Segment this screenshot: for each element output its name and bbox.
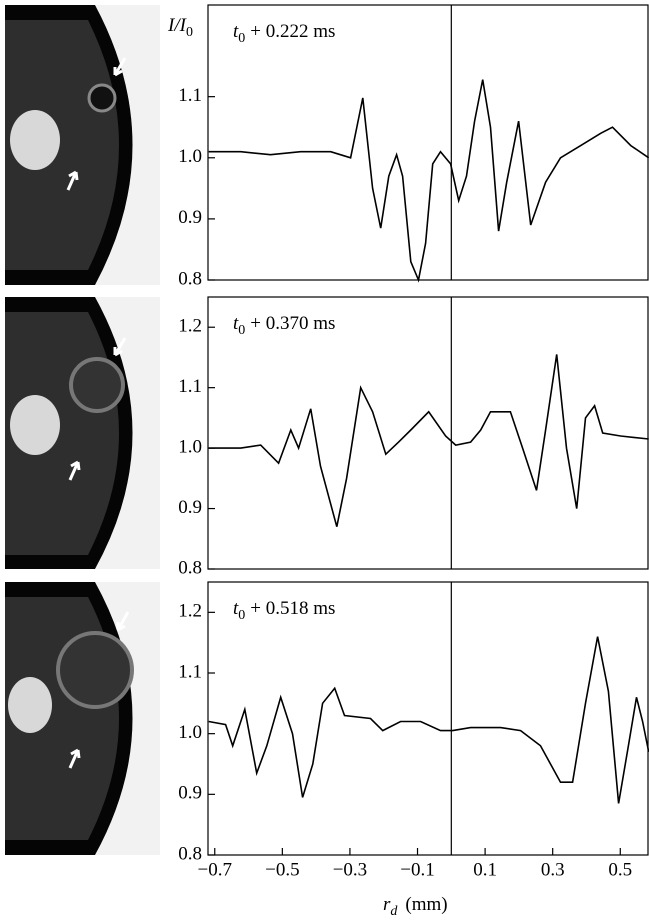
y-tick-label: 0.8: [178, 557, 202, 578]
x-tick-label: 0.3: [541, 859, 565, 880]
image-ring: [69, 357, 125, 413]
x-label-text: (mm): [405, 894, 447, 915]
annotation-symbol: t: [233, 21, 239, 42]
data-line: [208, 636, 649, 804]
annotation-subscript: 0: [238, 608, 245, 623]
x-tick-label: −0.1: [400, 859, 434, 880]
x-tick-label: −0.3: [333, 859, 367, 880]
image-blob: [10, 395, 60, 455]
image-ring: [56, 631, 134, 709]
annotation: t0 + 0.222 ms: [233, 21, 335, 46]
y-tick-label: 1.2: [178, 316, 202, 337]
x-axis-label: rd (mm): [383, 894, 448, 919]
y-tick-label: 0.8: [178, 268, 202, 289]
panel: 0.8 0.9 1.0 1.1 1.2 −0.7 −0.5 −0.3 −0.1 0.1 0.3 0.5…: [178, 581, 649, 919]
x-label-subscript: d: [390, 904, 398, 919]
annotation: t0 + 0.518 ms: [233, 598, 335, 623]
y-tick-label: 1.1: [178, 85, 202, 106]
image-arrows: [68, 337, 127, 481]
panel: 0.8 0.9 1.0 1.1 1.2 t0 + 0.370 ms: [178, 296, 649, 578]
x-label-symbol: r: [383, 894, 391, 915]
plot-frame: [207, 296, 649, 570]
annotation-subscript: 0: [238, 31, 245, 46]
image-arrows: [66, 57, 127, 191]
y-axis-label: I/I0: [167, 15, 193, 40]
annotation: t0 + 0.370 ms: [233, 313, 335, 338]
image-ring: [87, 83, 117, 113]
y-tick-label: 1.0: [178, 146, 202, 167]
image-region: [5, 20, 119, 270]
y-tick-label: 1.1: [178, 376, 202, 397]
image-blob: [8, 677, 52, 733]
image-arrows: [68, 611, 130, 769]
x-tick-label: −0.5: [265, 859, 299, 880]
y-tick-label: 0.9: [178, 497, 202, 518]
image-blob: [10, 110, 60, 170]
annotation-text: + 0.518 ms: [250, 598, 335, 619]
y-tick-label: 1.0: [178, 436, 202, 457]
annotation-symbol: t: [233, 313, 239, 334]
y-tick-label: 1.0: [178, 722, 202, 743]
annotation-text: + 0.222 ms: [250, 21, 335, 42]
annotation-text: + 0.370 ms: [250, 313, 335, 334]
data-line: [208, 354, 649, 527]
panel: 0.80.91.01.1t0 + 0.222 msI/I0: [167, 4, 649, 289]
y-tick-label: 1.2: [178, 601, 202, 622]
data-line: [208, 79, 649, 283]
x-tick-label: −0.7: [198, 859, 232, 880]
plot-frame: [207, 4, 649, 281]
plot-frame: [207, 581, 649, 856]
y-tick-label: 0.9: [178, 207, 202, 228]
y-tick-label: 0.8: [178, 843, 202, 864]
y-label-symbol: I/I: [167, 15, 188, 36]
x-tick-label: 0.5: [608, 859, 632, 880]
annotation-symbol: t: [233, 598, 239, 619]
micrographs: [5, 5, 160, 855]
annotation-subscript: 0: [238, 323, 245, 338]
y-tick-label: 1.1: [178, 661, 202, 682]
y-label-subscript: 0: [186, 25, 193, 40]
y-tick-label: 0.9: [178, 783, 202, 804]
x-tick-label: 0.1: [473, 859, 497, 880]
